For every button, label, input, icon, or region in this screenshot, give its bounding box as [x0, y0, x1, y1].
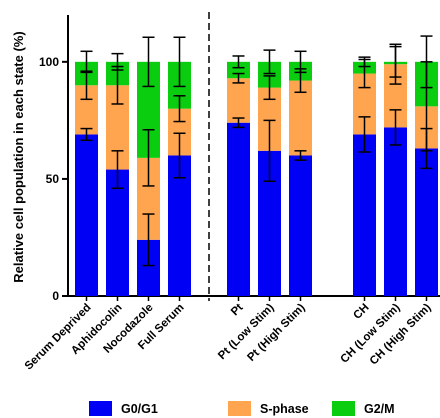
- bar-s-phase: [75, 85, 98, 135]
- legend: G0/G1 S-phase G2/M: [89, 401, 395, 416]
- legend-label: G2/M: [364, 402, 395, 416]
- error-bars: [80, 35, 433, 267]
- y-tick-label: 100: [39, 55, 59, 69]
- bar-s-phase: [258, 87, 281, 151]
- bars: [75, 61, 438, 297]
- bar-g0-g1: [227, 122, 250, 296]
- legend-swatch: [332, 401, 355, 416]
- bar-s-phase: [106, 85, 129, 170]
- bar-g0-g1: [415, 148, 438, 296]
- bar-g0-g1: [258, 150, 281, 296]
- x-tick-label: Pt (High Stim): [245, 302, 307, 364]
- y-axis: 0 50 100: [39, 15, 69, 303]
- bar-g0-g1: [168, 155, 191, 296]
- bar-s-phase: [168, 108, 191, 156]
- bar-g0-g1: [75, 134, 98, 296]
- bar-s-phase: [353, 73, 376, 135]
- legend-swatch: [228, 401, 251, 416]
- bar-g0-g1: [289, 155, 312, 296]
- bar-g0-g1: [137, 239, 160, 296]
- y-axis-label: Relative cell population in each state (…: [11, 31, 26, 282]
- bar-s-phase: [137, 157, 160, 240]
- y-tick-label: 50: [46, 172, 60, 186]
- legend-swatch: [89, 401, 112, 416]
- x-tick-labels: Serum DeprivedAphidocolinNocodazoleFull …: [23, 302, 434, 373]
- x-tick-label: Pt: [229, 302, 246, 319]
- bar-s-phase: [289, 80, 312, 156]
- legend-label: S-phase: [260, 402, 309, 416]
- bar-g0-g1: [384, 127, 407, 297]
- bar-s-phase: [227, 78, 250, 123]
- y-tick-label: 0: [52, 289, 59, 303]
- bar-g2-m: [258, 61, 281, 88]
- x-tick-label: CH: [351, 302, 371, 322]
- x-axis: [68, 12, 440, 301]
- bar-g0-g1: [106, 169, 129, 296]
- bar-s-phase: [384, 64, 407, 128]
- bar-g0-g1: [353, 134, 376, 296]
- legend-label: G0/G1: [121, 402, 158, 416]
